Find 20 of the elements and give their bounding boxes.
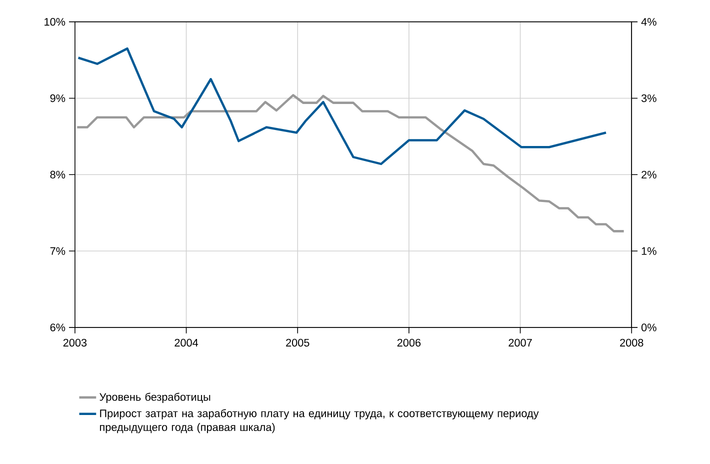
line-series — [76, 94, 625, 232]
y2-tick-label: 3% — [641, 94, 656, 102]
x-tick-label: 2006 — [397, 338, 421, 346]
x-tick-label: 2003 — [63, 338, 87, 346]
y-tick-label: 6% — [50, 323, 66, 332]
x-tick-label: 2007 — [508, 338, 532, 346]
line-series — [77, 47, 608, 165]
legend-label: Прирост затрат на заработную плату на единицу труда, к соответствующему периоду предыдущего года (правая шкала) — [100, 408, 539, 433]
x-tick-label: 2004 — [174, 338, 198, 346]
y-tick-label: 9% — [50, 94, 66, 102]
y2-tick-label: 2% — [642, 170, 656, 178]
legend-label: Уровень безработицы — [100, 392, 210, 403]
y2-tick-label: 0% — [641, 323, 656, 332]
y-tick-label: 10% — [44, 18, 66, 26]
y-tick-label: 8% — [50, 170, 66, 178]
x-tick-label: 2005 — [286, 338, 310, 346]
y2-tick-label: 4% — [641, 18, 656, 26]
y2-tick-label: 1% — [642, 247, 656, 255]
x-tick-label: 2008 — [620, 338, 644, 346]
y-tick-label: 7% — [50, 247, 66, 255]
